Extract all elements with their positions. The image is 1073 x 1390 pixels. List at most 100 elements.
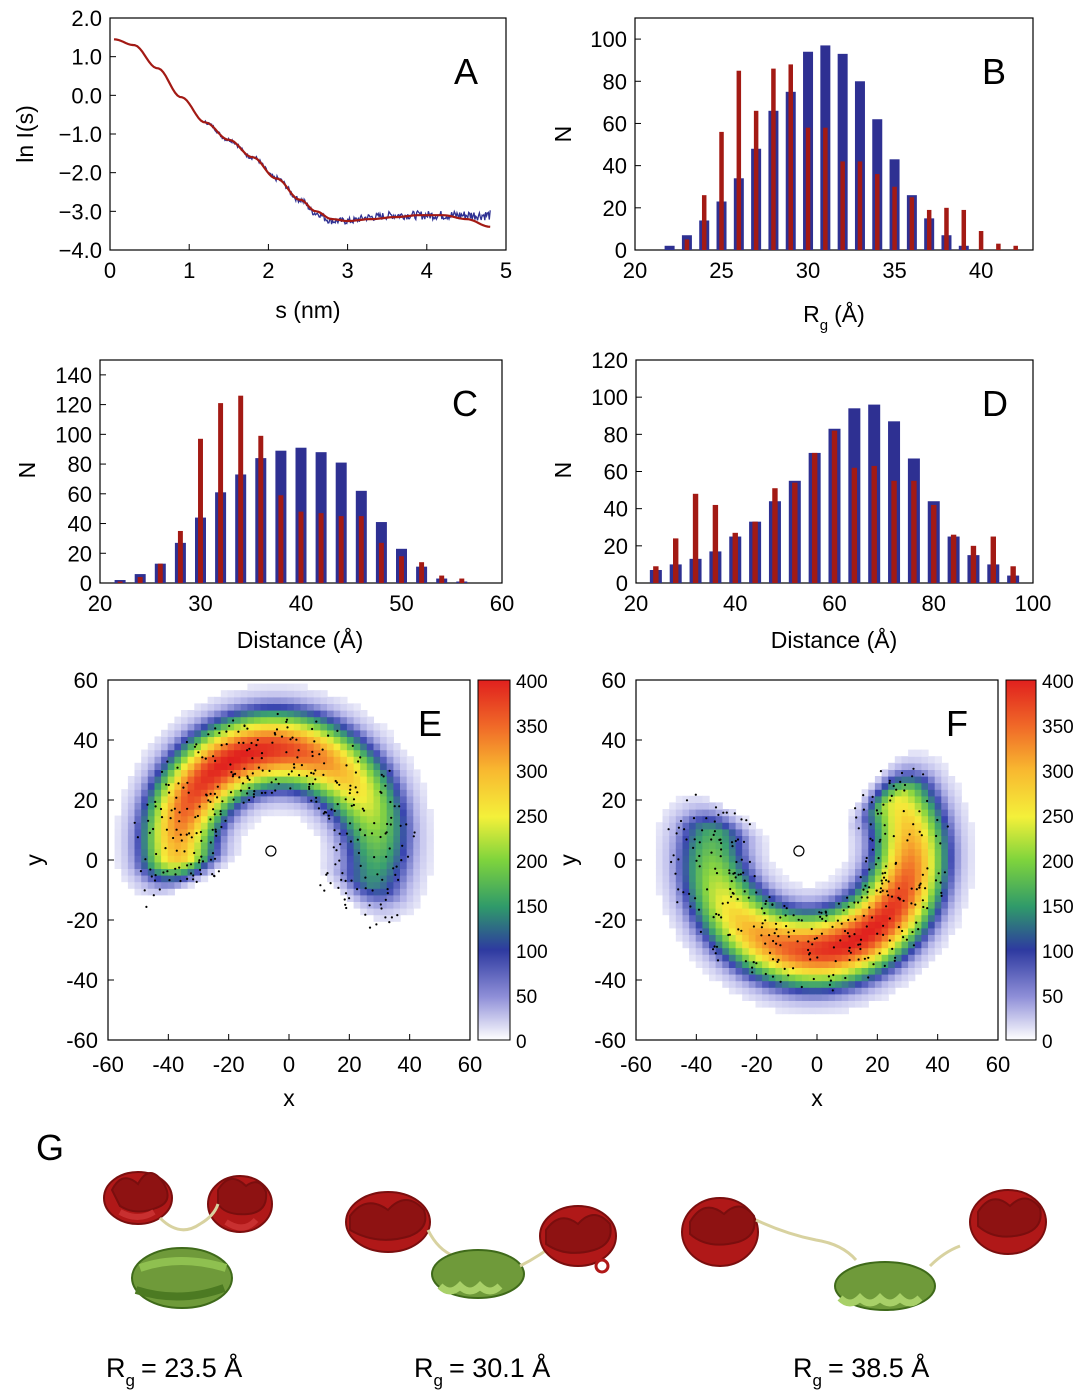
sample-point [358, 828, 362, 832]
heatmap-cell [861, 1000, 869, 1008]
bar-red [891, 480, 897, 583]
y-tick-label: 60 [602, 668, 626, 693]
heatmap-cell [742, 848, 750, 856]
heatmap-cell [662, 822, 670, 830]
sample-point [396, 914, 399, 917]
heatmap-cell [914, 769, 922, 777]
heatmap-cell [406, 835, 414, 843]
sample-point [698, 865, 701, 868]
heatmap-cell [333, 716, 341, 724]
x-axis-label-b: Rg (Å) [803, 300, 865, 334]
heatmap-cell [782, 974, 790, 982]
heatmap-cell [855, 888, 863, 896]
heatmap-cell [669, 842, 677, 850]
heatmap-cell [709, 822, 717, 830]
heatmap-cell [748, 967, 757, 975]
heatmap-cell [941, 934, 949, 942]
panel-label-f: F [946, 703, 968, 744]
heatmap-cell [267, 736, 275, 744]
heatmap-cell [287, 723, 295, 731]
heatmap-cell [247, 762, 255, 770]
heatmap-cell [386, 848, 394, 856]
heatmap-cell [346, 868, 355, 876]
heatmap-cell [921, 749, 929, 757]
heatmap-cell [735, 987, 743, 995]
heatmap-cell [181, 762, 189, 770]
heatmap-cell [782, 894, 790, 902]
heatmap-cell [861, 993, 869, 1001]
heatmap-cell [662, 815, 670, 823]
heatmap-cell [914, 835, 922, 843]
heatmap-cell [154, 809, 162, 817]
heatmap-cell [821, 881, 830, 889]
heatmap-cell [353, 855, 361, 863]
heatmap-cell [662, 894, 670, 902]
sample-point [685, 838, 688, 841]
heatmap-cell [340, 736, 348, 744]
heatmap-cell [901, 822, 909, 830]
heatmap-cell [234, 729, 242, 737]
heatmap-cell [695, 894, 703, 902]
sample-point [246, 749, 249, 752]
sample-point [158, 888, 161, 891]
sample-point [234, 772, 237, 776]
sample-point [853, 901, 856, 904]
heatmap-cell [214, 815, 222, 823]
heatmap-cell [868, 828, 876, 836]
heatmap-cell [934, 947, 942, 955]
heatmap-cell [114, 861, 122, 869]
sample-point [836, 919, 840, 922]
sample-point [733, 871, 736, 875]
heatmap-cell [954, 789, 962, 797]
heatmap-cell [353, 888, 361, 896]
heatmap-cell [768, 927, 776, 935]
heatmap-cell [400, 835, 408, 843]
heatmap-cell [689, 809, 697, 817]
sample-point [211, 873, 214, 876]
sample-point [869, 823, 872, 826]
rg-caption-3-prefix: R [793, 1353, 813, 1383]
bars-group-d [649, 404, 1020, 583]
heatmap-cell [300, 723, 308, 731]
sample-point [348, 897, 351, 900]
heatmap-cell [333, 696, 341, 704]
sample-point [712, 833, 715, 837]
bar-red [970, 545, 977, 583]
heatmap-cell [161, 815, 169, 823]
heatmap-cell [406, 888, 414, 896]
heatmap-cell [307, 762, 315, 770]
sample-point [186, 807, 189, 810]
heatmap-cell [240, 802, 248, 810]
heatmap-cell [682, 881, 690, 889]
sample-point [252, 793, 255, 796]
heatmap-cell [881, 894, 889, 902]
y-axis-label-e: y [21, 854, 47, 866]
heatmap-cell [675, 822, 684, 830]
sample-point [334, 779, 337, 783]
heatmap-cell [360, 828, 368, 836]
heatmap-cell [174, 723, 182, 731]
heatmap-cell [722, 881, 730, 889]
heatmap-cell [320, 789, 328, 797]
sample-point [389, 823, 392, 826]
heatmap-cell [320, 815, 328, 823]
sample-point [771, 958, 775, 961]
heatmap-cell [675, 868, 684, 876]
sample-point [225, 743, 228, 746]
sample-point [926, 907, 929, 910]
sample-point [183, 850, 186, 853]
heatmap-cell [194, 776, 202, 784]
heatmap-cell [174, 861, 182, 869]
heatmap-cell [187, 855, 195, 863]
heatmap-cell [735, 927, 743, 935]
heatmap-cell [782, 927, 790, 935]
heatmap-cell [220, 756, 229, 764]
heatmap-cell [194, 875, 202, 883]
heatmap-cell [768, 868, 776, 876]
heatmap-cell [340, 815, 348, 823]
heatmap-cell [768, 967, 776, 975]
sample-point [725, 811, 728, 814]
heatmap-cell [333, 868, 341, 876]
heatmap-cell [400, 901, 408, 909]
heatmap-cell [941, 842, 949, 850]
